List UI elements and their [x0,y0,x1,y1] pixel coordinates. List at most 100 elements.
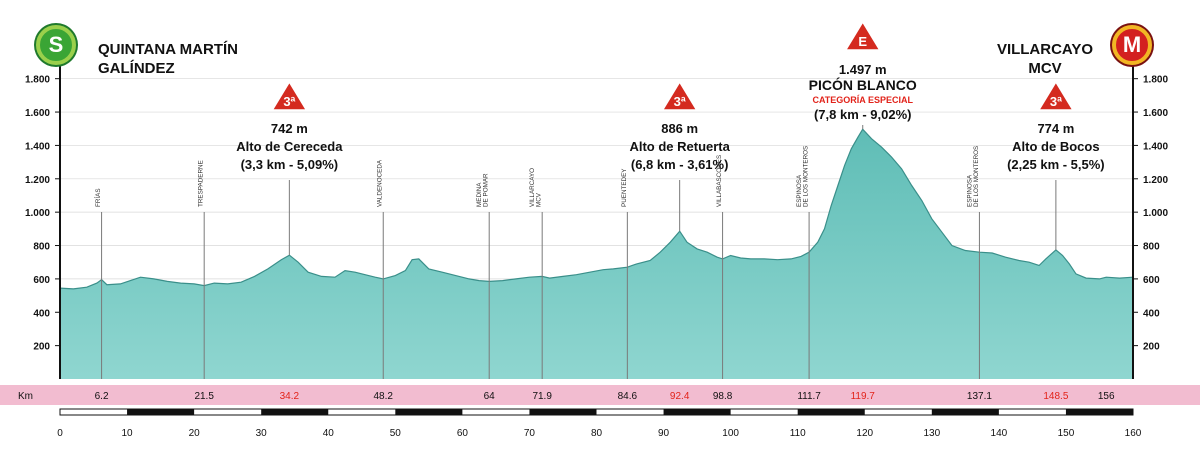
climb-detail: (7,8 km - 9,02%) [814,107,912,122]
town-label-text: ESPINOSA [966,174,973,207]
town-label-text: DE LOS MONTEROS [973,146,980,207]
town-label-text: VALDENOCEDA [377,159,384,207]
x-tick-label: 30 [256,428,268,439]
km-point-label: 111.7 [797,391,821,402]
town-label-text: MCV [536,192,543,207]
climb-category-label: 3ª [674,94,686,109]
finish-title-line1: VILLARCAYO [996,41,1094,58]
climb-detail: (6,8 km - 3,61%) [631,157,729,172]
town-label-text: ESPINOSA [796,174,803,207]
start-icon: S [36,25,76,65]
y-tick-label-right: 200 [1143,342,1160,353]
climb-category-icon [661,81,698,111]
town-label-text: DE LOS MONTEROS [803,146,810,207]
x-tick-label: 80 [591,428,603,439]
climb-special-category: CATEGORÍA ESPECIAL [812,95,913,105]
y-tick-label-left: 400 [33,308,50,319]
start-title: QUINTANA MARTÍN GALÍNDEZ [98,40,238,78]
x-tick-label: 40 [323,428,335,439]
altitude-axes: 200 200 400 400 600 600 800 800 1.000 1.000 1.200 1… [25,56,1168,379]
climb-altitude: 774 m [1037,121,1074,136]
climb-detail: (3,3 km - 5,09%) [241,157,339,172]
y-tick-label-right: 800 [1143,242,1160,253]
town-label: ESPINOSA DE LOS MONTEROS [796,146,810,207]
climb-category-icon [1038,81,1074,111]
climb-name: Alto de Retuerta [629,139,730,154]
km-point-label: 84.6 [618,391,638,402]
y-tick-label-left: 1.200 [25,175,50,186]
town-label-text: MEDINA [476,182,483,207]
town-label: ESPINOSA DE LOS MONTEROS [966,146,980,207]
climb-annotations: 3ª 742 m Alto de Cereceda (3,3 km - 5,09%) 3… [236,21,1105,256]
climb-category-label: 3ª [1050,94,1062,109]
km-point-label: 34.2 [280,391,300,402]
start-title-line2: GALÍNDEZ [98,60,175,77]
climb-detail: (2,25 km - 5,5%) [1007,157,1105,172]
scale-bar-segment [797,409,865,415]
town-label-text: VILLARCAYO [529,168,536,207]
town-label-text: PUENTEDEY [621,168,628,207]
climb-altitude: 886 m [661,121,698,136]
y-tick-label-left: 600 [33,275,50,286]
x-tick-label: 100 [722,428,739,439]
km-point-label: 64 [484,391,496,402]
x-tick-label: 140 [991,428,1008,439]
km-point-label: 48.2 [374,391,394,402]
km-point-label: 137.1 [967,391,992,402]
km-point-label: 98.8 [713,391,733,402]
profile-area [59,128,1134,379]
town-label: PUENTEDEY [621,168,628,207]
scale-bar-segment [1065,409,1133,415]
x-tick-label: 0 [57,428,63,439]
y-tick-label-right: 1.400 [1143,141,1168,152]
town-label: MEDINA DE POMAR [476,173,490,207]
y-tick-label-left: 200 [33,342,50,353]
profile-fill [60,129,1133,379]
x-tick-label: 150 [1058,428,1075,439]
scale-bar-segment [931,409,999,415]
scale-bar-segment [529,409,597,415]
y-tick-label-right: 1.800 [1143,75,1168,86]
climb-category-label: E [858,34,867,49]
town-label: FRÍAS [93,188,102,207]
km-bar-background [0,385,1200,405]
finish-icon: M [1112,25,1152,65]
scale-bar-segment [663,409,731,415]
x-tick-label: 10 [122,428,134,439]
km-point-label: 156 [1098,391,1115,402]
town-label-text: FRÍAS [93,188,102,207]
km-bar-label: Km [18,391,33,402]
climb-category-icon [271,81,308,111]
scale-bar-segment [127,409,195,415]
x-tick-label: 120 [856,428,873,439]
climb-altitude: 742 m [271,121,308,136]
km-point-label: 92.4 [670,391,690,402]
x-tick-label: 130 [923,428,940,439]
km-bar: Km 6.2 21.5 34.2 48.2 64 71.9 84.6 92.4 98.8 111.7… [0,385,1200,405]
y-tick-label-right: 1.200 [1143,175,1168,186]
km-point-label: 21.5 [194,391,214,402]
x-tick-label: 110 [790,428,806,439]
start-title-line1: QUINTANA MARTÍN [98,41,238,58]
km-point-label: 6.2 [95,391,109,402]
y-tick-label-right: 1.000 [1143,208,1168,219]
town-label: VALDENOCEDA [377,159,384,207]
scale-bar-segment [261,409,329,415]
town-label: VILLABASCONES [716,155,723,207]
profile-line [59,128,1134,290]
scale-bar-segment [395,409,463,415]
town-markers: FRÍAS TRESPADERNE VALDENOCEDA MEDINA DE POMA… [93,146,980,379]
x-tick-label: 70 [524,428,536,439]
climb-name: Alto de Cereceda [236,139,343,154]
y-tick-label-right: 600 [1143,275,1160,286]
town-label-text: DE POMAR [483,173,490,207]
finish-title: VILLARCAYO MCV [980,40,1110,78]
y-tick-label-left: 1.600 [25,108,50,119]
y-tick-label-left: 1.000 [25,208,50,219]
climb-category-label: 3ª [283,94,295,109]
y-tick-label-left: 1.400 [25,141,50,152]
distance-scale: 0 10 20 30 40 50 60 70 80 90 100 110 120 130 140 150 160 [57,408,1142,439]
climb-name: Alto de Bocos [1012,139,1099,154]
climb-altitude: 1.497 m [839,62,887,77]
x-tick-label: 20 [189,428,201,439]
